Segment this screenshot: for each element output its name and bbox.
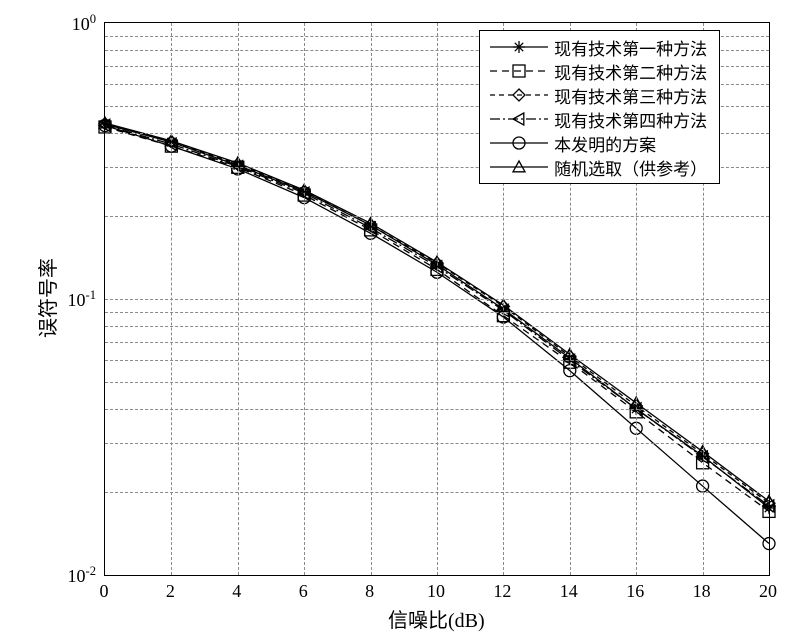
legend-swatch <box>490 59 548 83</box>
y-minor-grid-line <box>105 342 769 343</box>
legend-label: 本发明的方案 <box>554 131 664 156</box>
legend-swatch <box>490 107 548 131</box>
legend-label: 现有技术第四种方法 <box>554 107 715 132</box>
legend-row: 现有技术第四种方法 <box>484 107 715 131</box>
x-tick-label: 4 <box>217 582 257 600</box>
y-grid-line <box>105 299 769 300</box>
y-minor-grid-line <box>105 312 769 313</box>
y-tick-label: 100 <box>26 13 96 33</box>
legend-label: 现有技术第二种方法 <box>554 59 715 84</box>
y-minor-grid-line <box>105 216 769 217</box>
x-tick-label: 14 <box>549 582 589 600</box>
x-tick-label: 6 <box>283 582 323 600</box>
legend-swatch <box>490 35 548 59</box>
x-tick-label: 12 <box>482 582 522 600</box>
legend: 现有技术第一种方法 现有技术第二种方法 现有技术第三种方法 现有技术第四种方法 … <box>479 30 720 184</box>
legend-label: 随机选取（供参考） <box>554 155 715 180</box>
x-tick-label: 18 <box>682 582 722 600</box>
legend-swatch <box>490 83 548 107</box>
legend-row: 本发明的方案 <box>484 131 715 155</box>
y-minor-grid-line <box>105 492 769 493</box>
legend-swatch <box>490 155 548 179</box>
y-minor-grid-line <box>105 360 769 361</box>
legend-swatch <box>490 131 548 155</box>
y-minor-grid-line <box>105 409 769 410</box>
x-tick-label: 20 <box>748 582 788 600</box>
legend-label: 现有技术第三种方法 <box>554 83 715 108</box>
legend-label: 现有技术第一种方法 <box>554 35 715 60</box>
legend-row: 随机选取（供参考） <box>484 155 715 179</box>
y-tick-label: 10-2 <box>26 565 96 585</box>
y-minor-grid-line <box>105 326 769 327</box>
legend-row: 现有技术第三种方法 <box>484 83 715 107</box>
x-tick-label: 16 <box>615 582 655 600</box>
series-marker-proposed <box>763 538 775 550</box>
x-axis-label: 信噪比(dB) <box>388 604 485 633</box>
x-tick-label: 10 <box>416 582 456 600</box>
legend-row: 现有技术第二种方法 <box>484 59 715 83</box>
legend-row: 现有技术第一种方法 <box>484 35 715 59</box>
x-tick-label: 8 <box>350 582 390 600</box>
figure: 误符号率 信噪比(dB) 现有技术第一种方法 现有技术第二种方法 现有技术第三种… <box>0 0 800 632</box>
y-tick-label: 10-1 <box>26 289 96 309</box>
y-minor-grid-line <box>105 382 769 383</box>
y-minor-grid-line <box>105 443 769 444</box>
x-tick-label: 2 <box>150 582 190 600</box>
